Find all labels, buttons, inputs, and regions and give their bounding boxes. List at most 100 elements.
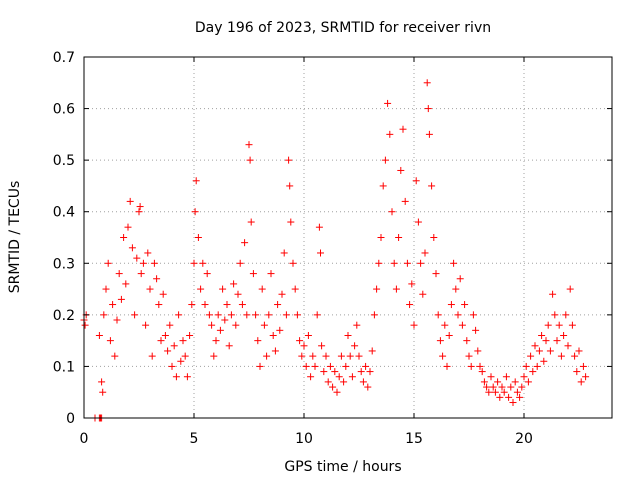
data-point <box>542 337 550 345</box>
data-point <box>410 321 418 329</box>
data-point <box>161 331 169 339</box>
data-point <box>136 203 144 211</box>
data-point <box>458 321 466 329</box>
data-point <box>359 378 367 386</box>
data-point <box>111 352 119 360</box>
data-point <box>450 259 458 267</box>
data-point <box>505 393 513 401</box>
chart-title: Day 196 of 2023, SRMTID for receiver riv… <box>195 20 491 36</box>
data-point <box>351 342 359 350</box>
data-point <box>472 326 480 334</box>
data-point <box>461 301 469 309</box>
data-point <box>419 290 427 298</box>
data-point <box>355 352 363 360</box>
data-point <box>256 362 264 370</box>
data-point <box>81 321 89 329</box>
data-point <box>424 105 432 113</box>
data-point <box>190 259 198 267</box>
data-point <box>540 357 548 365</box>
data-point <box>445 331 453 339</box>
data-point <box>452 285 460 293</box>
data-point <box>562 311 570 319</box>
grid-layer <box>84 57 612 418</box>
data-point <box>395 234 403 241</box>
data-point <box>331 368 339 376</box>
x-tick-label: 20 <box>515 431 533 447</box>
data-point <box>538 331 546 339</box>
data-point <box>252 311 260 319</box>
data-point <box>463 337 471 345</box>
data-point <box>441 321 449 329</box>
data-point <box>278 290 286 298</box>
data-point <box>494 378 502 386</box>
data-point <box>179 337 187 345</box>
data-point <box>337 352 345 360</box>
data-point <box>324 378 332 386</box>
data-point <box>232 321 240 329</box>
data-point <box>124 223 132 231</box>
data-point <box>186 331 194 339</box>
data-point <box>430 234 438 241</box>
data-point <box>549 290 557 298</box>
data-point <box>245 141 253 149</box>
data-point <box>241 239 249 247</box>
data-point <box>428 182 436 190</box>
data-point <box>553 337 561 345</box>
data-point <box>313 311 321 319</box>
data-point <box>95 331 103 339</box>
data-point <box>159 290 167 298</box>
data-point <box>128 244 136 252</box>
data-point <box>258 285 266 293</box>
data-point <box>432 270 440 278</box>
data-point <box>485 388 493 396</box>
data-point <box>246 156 254 164</box>
data-point <box>379 182 387 190</box>
y-tick-label: 0.3 <box>53 256 75 272</box>
data-point <box>340 378 348 386</box>
data-point <box>150 259 158 267</box>
data-point <box>236 259 244 267</box>
data-point <box>364 383 372 391</box>
data-point <box>491 388 499 396</box>
data-point <box>381 156 389 164</box>
data-point <box>443 362 451 370</box>
data-point <box>560 331 568 339</box>
data-point <box>353 321 361 329</box>
data-point <box>507 383 515 391</box>
data-point <box>439 352 447 360</box>
data-point <box>238 301 246 309</box>
data-point <box>555 321 563 329</box>
data-point <box>375 259 383 267</box>
data-point <box>568 321 576 329</box>
data-point <box>177 357 185 365</box>
data-point <box>142 321 150 329</box>
data-point <box>366 368 374 376</box>
data-point <box>412 177 420 185</box>
data-point <box>98 378 106 386</box>
data-point <box>285 156 293 164</box>
data-point <box>100 311 108 319</box>
ticks-layer: 0 0.1 0.2 0.3 0.4 0.5 0.6 0.7 0 5 10 15 20 <box>53 50 612 447</box>
y-tick-label: 0.6 <box>53 102 75 118</box>
data-point <box>533 362 541 370</box>
data-point <box>254 337 262 345</box>
data-point <box>304 331 312 339</box>
data-point <box>298 352 306 360</box>
data-point <box>188 301 196 309</box>
x-tick-label: 0 <box>80 431 89 447</box>
data-point <box>483 383 491 391</box>
data-point <box>388 208 396 216</box>
data-point <box>535 347 543 355</box>
data-point <box>417 259 425 267</box>
y-axis-label: SRMTID / TECUs <box>7 181 23 294</box>
data-point <box>322 352 330 360</box>
data-point <box>260 321 268 329</box>
data-point <box>571 352 579 360</box>
data-point <box>280 249 288 257</box>
data-point <box>99 388 107 396</box>
data-point <box>434 311 442 319</box>
data-point <box>181 352 189 360</box>
data-point <box>320 368 328 376</box>
data-point <box>516 393 524 401</box>
data-point <box>146 285 154 293</box>
